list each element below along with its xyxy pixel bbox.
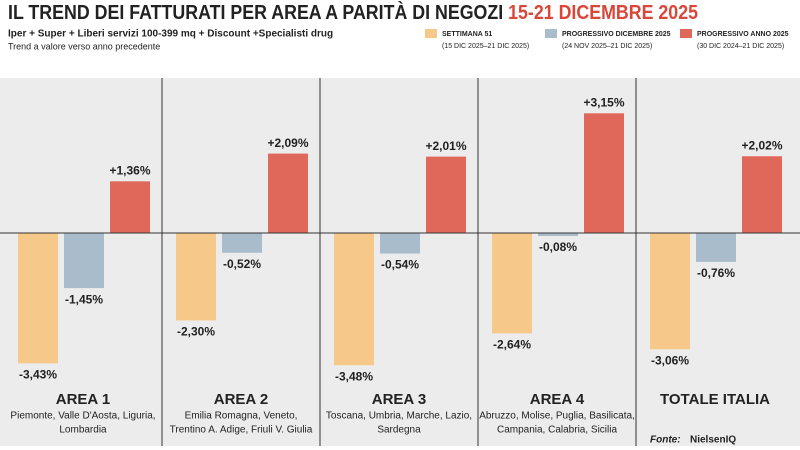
value-label: -0,52% <box>223 257 261 271</box>
value-label: -0,08% <box>539 240 577 254</box>
value-label: +2,02% <box>741 138 782 152</box>
bar <box>64 233 104 289</box>
category-label: AREA 3 <box>372 391 426 408</box>
region-label: Trentino A. Adige, Friuli V. Giulia <box>170 425 313 436</box>
category-label: AREA 1 <box>56 391 110 408</box>
bar <box>742 156 782 233</box>
value-label: -1,45% <box>65 292 103 306</box>
source: NielsenIQ <box>690 435 736 446</box>
value-label: -0,76% <box>697 266 735 280</box>
bar <box>110 181 150 233</box>
value-label: +1,36% <box>109 163 150 177</box>
bar <box>334 233 374 366</box>
region-label: Sardegna <box>377 425 421 436</box>
value-label: -3,43% <box>19 368 57 382</box>
value-label: +3,15% <box>583 95 624 109</box>
region-label: Emilia Romagna, Veneto, <box>185 411 298 422</box>
bar <box>222 233 262 253</box>
bar <box>18 233 58 364</box>
legend-swatch <box>425 29 437 38</box>
bar <box>176 233 216 321</box>
bar <box>492 233 532 334</box>
title-highlight: 15-21 DICEMBRE 2025 <box>508 2 698 24</box>
legend-swatch <box>680 29 692 38</box>
note: Trend a valore verso anno precedente <box>8 41 160 51</box>
bar <box>696 233 736 262</box>
subtitle: Iper + Super + Liberi servizi 100-399 mq… <box>8 29 333 40</box>
bar <box>538 233 578 237</box>
region-label: Lombardia <box>59 425 107 436</box>
region-label: Campania, Calabria, Sicilia <box>497 425 617 436</box>
bar <box>380 233 420 254</box>
legend-label: PROGRESSIVO ANNO 2025 <box>697 31 789 38</box>
category-label: TOTALE ITALIA <box>660 391 770 408</box>
legend-period: (30 DIC 2024–21 DIC 2025) <box>697 43 784 50</box>
chart-title: IL TREND DEI FATTURATI PER AREA A PARITÀ… <box>8 1 698 24</box>
value-label: -3,48% <box>335 369 373 383</box>
category-label: AREA 4 <box>530 391 585 408</box>
value-label: -3,06% <box>651 353 689 367</box>
value-label: -2,30% <box>177 325 215 339</box>
legend-period: (15 DIC 2025–21 DIC 2025) <box>442 43 529 50</box>
title-main: IL TREND DEI FATTURATI PER AREA A PARITÀ… <box>8 1 503 24</box>
bar <box>584 113 624 233</box>
value-label: -0,54% <box>381 258 419 272</box>
value-label: -2,64% <box>493 337 531 351</box>
category-label: AREA 2 <box>214 391 268 408</box>
legend-swatch <box>545 29 557 38</box>
region-label: Toscana, Umbria, Marche, Lazio, <box>326 411 472 422</box>
legend-label: PROGRESSIVO DICEMBRE 2025 <box>562 31 671 38</box>
bar <box>426 156 466 233</box>
legend-period: (24 NOV 2025–21 DIC 2025) <box>562 43 652 50</box>
region-label: Abruzzo, Molise, Puglia, Basilicata, <box>479 411 635 422</box>
bar <box>268 153 308 233</box>
legend-label: SETTIMANA 51 <box>442 31 492 38</box>
region-label: Piemonte, Valle D'Aosta, Liguria, <box>10 411 155 422</box>
source-label: Fonte: <box>650 435 681 446</box>
bar <box>650 233 690 350</box>
value-label: +2,09% <box>267 136 308 150</box>
value-label: +2,01% <box>425 139 466 153</box>
